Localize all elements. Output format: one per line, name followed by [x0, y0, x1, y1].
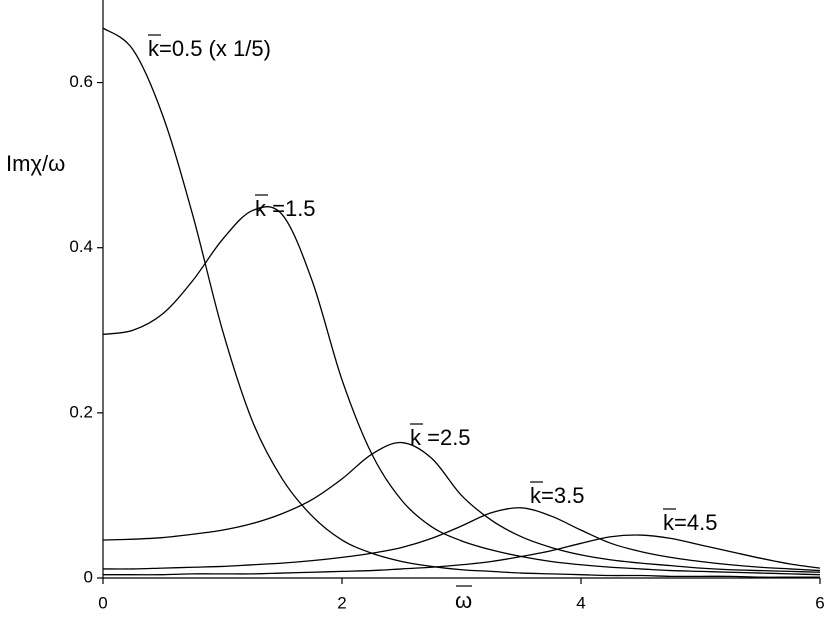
y-tick-label: 0	[84, 567, 93, 586]
line	[102, 441, 821, 573]
line	[102, 507, 821, 572]
line	[102, 206, 821, 576]
series-label: k =1.5	[255, 196, 316, 221]
y-tick-label: 0.6	[69, 72, 93, 91]
series-label: k=4.5	[663, 510, 717, 535]
series-label: k=0.5 (x 1/5)	[148, 36, 271, 61]
series-label: k=3.5	[530, 483, 584, 508]
y-tick-label: 0.4	[69, 237, 93, 256]
x-axis-label: ω	[455, 588, 472, 613]
y-axis-label: Imχ/ω	[6, 151, 65, 176]
line	[103, 534, 821, 576]
x-tick-label: 4	[576, 593, 585, 612]
y-tick-label: 0.2	[69, 402, 93, 421]
x-tick-label: 0	[98, 593, 107, 612]
series-label: k =2.5	[410, 425, 471, 450]
line	[102, 27, 820, 578]
x-tick-label: 2	[337, 593, 346, 612]
x-tick-label: 6	[815, 593, 824, 612]
